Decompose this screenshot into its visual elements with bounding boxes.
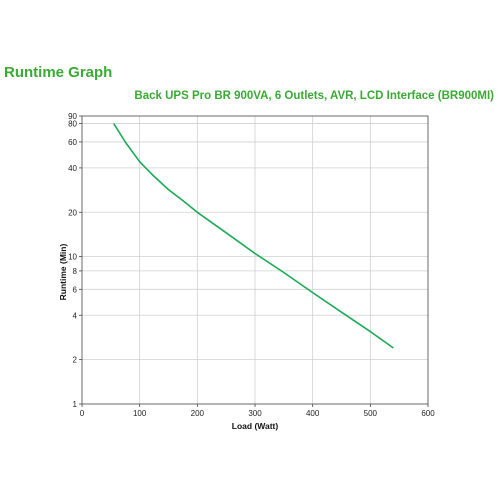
x-tick-label: 500 (364, 409, 378, 418)
y-tick-label: 6 (73, 285, 78, 294)
x-tick-label: 300 (248, 409, 262, 418)
grid-lines (82, 116, 428, 404)
y-tick-label: 8 (73, 267, 78, 276)
y-tick-label: 1 (73, 400, 78, 409)
y-axis-label: Runtime (Min) (58, 244, 68, 301)
y-tick-label: 90 (68, 112, 77, 121)
x-tick-label: 400 (306, 409, 320, 418)
y-tick-label: 2 (73, 356, 78, 365)
y-tick-label: 60 (68, 138, 77, 147)
chart-subtitle: Back UPS Pro BR 900VA, 6 Outlets, AVR, L… (134, 90, 494, 102)
y-tick-label: 80 (68, 120, 77, 129)
x-tick-label: 200 (191, 409, 205, 418)
y-tick-label: 40 (68, 164, 77, 173)
x-tick-label: 0 (80, 409, 85, 418)
y-tick-label: 20 (68, 208, 77, 217)
y-tick-label: 10 (68, 253, 77, 262)
page-title: Runtime Graph (4, 64, 113, 81)
x-tick-label: 100 (133, 409, 147, 418)
y-tick-label: 4 (73, 311, 78, 320)
runtime-series-line (113, 123, 394, 349)
x-axis-label: Load (Watt) (232, 421, 279, 431)
x-tick-label: 600 (421, 409, 435, 418)
